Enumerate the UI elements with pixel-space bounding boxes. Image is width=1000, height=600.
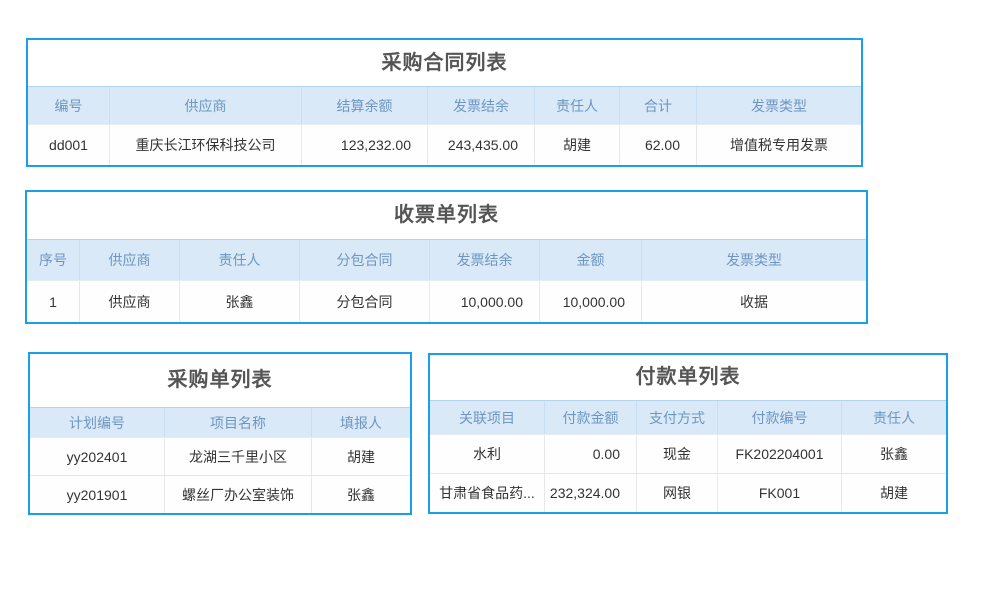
data-cell: 重庆长江环保科技公司 — [110, 125, 302, 165]
purchase-contract-title: 采购合同列表 — [28, 40, 861, 87]
purchase-order-title: 采购单列表 — [30, 354, 410, 408]
column-header: 结算余额 — [302, 87, 428, 124]
data-cell: 现金 — [637, 435, 718, 473]
data-cell: 供应商 — [80, 281, 180, 322]
data-cell: 龙湖三千里小区 — [165, 438, 312, 475]
data-cell: FK001 — [718, 474, 842, 512]
data-cell: 10,000.00 — [430, 281, 540, 322]
column-header: 发票类型 — [697, 87, 861, 124]
purchase-contract-table: 采购合同列表 编号 供应商 结算余额 发票结余 责任人 合计 发票类型 dd00… — [26, 38, 863, 167]
data-cell: 螺丝厂办公室装饰 — [165, 476, 312, 513]
data-cell: 62.00 — [620, 125, 697, 165]
data-cell: 胡建 — [842, 474, 946, 512]
data-cell: 232,324.00 — [545, 474, 637, 512]
data-cell: yy202401 — [30, 438, 165, 475]
column-header: 金额 — [540, 240, 642, 280]
data-cell: 分包合同 — [300, 281, 430, 322]
table-row: dd001 重庆长江环保科技公司 123,232.00 243,435.00 胡… — [28, 125, 861, 165]
data-cell: 张鑫 — [180, 281, 300, 322]
column-header: 序号 — [27, 240, 80, 280]
data-cell: 收据 — [642, 281, 866, 322]
data-cell: 0.00 — [545, 435, 637, 473]
column-header: 合计 — [620, 87, 697, 124]
column-header: 供应商 — [110, 87, 302, 124]
column-header: 填报人 — [312, 408, 410, 437]
data-cell: 甘肃省食品药... — [430, 474, 545, 512]
table-row: yy201901 螺丝厂办公室装饰 张鑫 — [30, 475, 410, 513]
table-row: 甘肃省食品药... 232,324.00 网银 FK001 胡建 — [430, 473, 946, 512]
data-cell: yy201901 — [30, 476, 165, 513]
table-row: 1 供应商 张鑫 分包合同 10,000.00 10,000.00 收据 — [27, 281, 866, 322]
column-header: 关联项目 — [430, 401, 545, 434]
data-cell: 123,232.00 — [302, 125, 428, 165]
data-cell: 243,435.00 — [428, 125, 535, 165]
data-cell: 张鑫 — [842, 435, 946, 473]
column-header: 发票类型 — [642, 240, 866, 280]
data-cell: 1 — [27, 281, 80, 322]
data-cell: 10,000.00 — [540, 281, 642, 322]
payment-header-row: 关联项目 付款金额 支付方式 付款编号 责任人 — [430, 401, 946, 435]
data-cell: 水利 — [430, 435, 545, 473]
column-header: 付款编号 — [718, 401, 842, 434]
data-cell: 胡建 — [312, 438, 410, 475]
column-header: 付款金额 — [545, 401, 637, 434]
data-cell: FK202204001 — [718, 435, 842, 473]
column-header: 编号 — [28, 87, 110, 124]
data-cell: 增值税专用发票 — [697, 125, 861, 165]
column-header: 责任人 — [842, 401, 946, 434]
purchase-order-header-row: 计划编号 项目名称 填报人 — [30, 408, 410, 438]
column-header: 计划编号 — [30, 408, 165, 437]
data-cell: dd001 — [28, 125, 110, 165]
column-header: 供应商 — [80, 240, 180, 280]
column-header: 责任人 — [180, 240, 300, 280]
column-header: 责任人 — [535, 87, 620, 124]
data-cell: 胡建 — [535, 125, 620, 165]
column-header: 发票结余 — [430, 240, 540, 280]
payment-table: 付款单列表 关联项目 付款金额 支付方式 付款编号 责任人 水利 0.00 现金… — [428, 353, 948, 514]
column-header: 发票结余 — [428, 87, 535, 124]
data-cell: 网银 — [637, 474, 718, 512]
payment-title: 付款单列表 — [430, 355, 946, 401]
column-header: 分包合同 — [300, 240, 430, 280]
purchase-contract-header-row: 编号 供应商 结算余额 发票结余 责任人 合计 发票类型 — [28, 87, 861, 125]
data-cell: 张鑫 — [312, 476, 410, 513]
table-row: yy202401 龙湖三千里小区 胡建 — [30, 438, 410, 475]
receipt-header-row: 序号 供应商 责任人 分包合同 发票结余 金额 发票类型 — [27, 240, 866, 281]
receipt-table: 收票单列表 序号 供应商 责任人 分包合同 发票结余 金额 发票类型 1 供应商… — [25, 190, 868, 324]
purchase-order-table: 采购单列表 计划编号 项目名称 填报人 yy202401 龙湖三千里小区 胡建 … — [28, 352, 412, 515]
column-header: 支付方式 — [637, 401, 718, 434]
receipt-title: 收票单列表 — [27, 192, 866, 240]
column-header: 项目名称 — [165, 408, 312, 437]
table-row: 水利 0.00 现金 FK202204001 张鑫 — [430, 435, 946, 473]
